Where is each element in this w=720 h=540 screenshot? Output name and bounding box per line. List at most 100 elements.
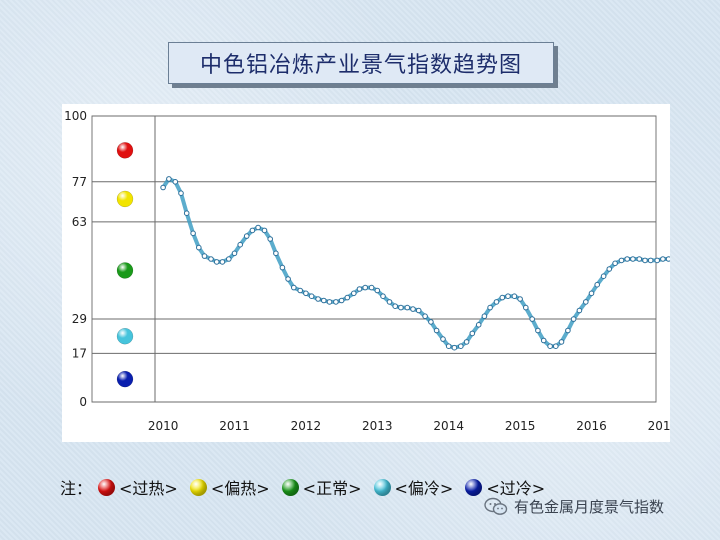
data-point bbox=[333, 299, 339, 305]
legend-ball-icon bbox=[281, 478, 299, 496]
data-point bbox=[433, 327, 440, 334]
data-point bbox=[356, 286, 363, 292]
data-point bbox=[326, 299, 333, 305]
data-point bbox=[297, 287, 303, 294]
plot-area bbox=[91, 115, 657, 403]
zone-ball-4 bbox=[116, 327, 134, 345]
legend-item-overheat: <过热> bbox=[98, 475, 178, 499]
data-point bbox=[255, 224, 261, 231]
data-point bbox=[475, 322, 482, 328]
y-tick-label: 0 bbox=[79, 395, 87, 409]
data-point bbox=[291, 284, 297, 291]
wechat-icon bbox=[484, 497, 508, 515]
data-point bbox=[505, 293, 511, 299]
legend-label: <偏热> bbox=[210, 479, 270, 498]
data-point bbox=[594, 281, 601, 288]
x-tick-label: 2017 bbox=[648, 419, 670, 433]
legend-item-cool: <偏冷> bbox=[373, 475, 453, 499]
data-point bbox=[481, 313, 488, 319]
legend-item-normal: <正常> bbox=[281, 475, 362, 499]
data-point bbox=[344, 294, 351, 301]
data-point bbox=[321, 297, 327, 304]
data-point bbox=[213, 259, 220, 265]
data-point bbox=[267, 236, 273, 242]
data-point bbox=[540, 337, 547, 344]
data-point bbox=[642, 257, 648, 264]
data-point bbox=[463, 339, 470, 345]
legend-ball-icon bbox=[98, 478, 116, 496]
data-point bbox=[183, 210, 190, 216]
data-point bbox=[273, 250, 279, 257]
data-point bbox=[279, 264, 286, 271]
data-point bbox=[368, 284, 375, 291]
legend-prefix: 注： bbox=[60, 479, 93, 498]
x-tick-label: 2012 bbox=[291, 419, 322, 433]
x-tick-label: 2014 bbox=[433, 419, 464, 433]
chart-panel: 0 17 29 63 77 100 2010 2011 2012 2013 2014 2015 2016… bbox=[62, 104, 720, 442]
legend-item-warm: <偏热> bbox=[189, 475, 270, 499]
data-point bbox=[226, 256, 232, 262]
data-point bbox=[386, 299, 393, 305]
data-point bbox=[166, 176, 172, 182]
chart-title: 中色铝冶炼产业景气指数趋势图 bbox=[168, 42, 554, 84]
data-point bbox=[190, 230, 196, 237]
data-point bbox=[422, 313, 428, 319]
watermark: 有色金属月度景气指数 bbox=[484, 496, 664, 517]
y-tick-label: 77 bbox=[72, 175, 87, 189]
data-point bbox=[428, 319, 434, 325]
data-point bbox=[445, 343, 452, 349]
chart-svg: 0 17 29 63 77 100 2010 2011 2012 2013 2014 2015 2016… bbox=[64, 109, 720, 433]
legend-item-overcool: <过冷> bbox=[465, 475, 545, 499]
data-point bbox=[415, 307, 422, 314]
data-point bbox=[243, 233, 250, 239]
data-point bbox=[451, 344, 458, 351]
data-point bbox=[535, 327, 541, 334]
data-point bbox=[392, 303, 399, 309]
data-point bbox=[237, 241, 243, 248]
data-point bbox=[398, 304, 404, 311]
data-point bbox=[660, 256, 666, 262]
data-point bbox=[523, 304, 529, 311]
legend-label: <过冷> bbox=[486, 479, 546, 498]
y-tick-label: 100 bbox=[64, 109, 87, 123]
data-point bbox=[160, 184, 166, 191]
zone-ball-3 bbox=[116, 262, 134, 279]
y-tick-label: 29 bbox=[72, 312, 87, 326]
data-point bbox=[636, 256, 643, 262]
data-point bbox=[249, 227, 256, 234]
data-point bbox=[196, 244, 202, 251]
data-point bbox=[338, 297, 345, 304]
x-tick-label: 2015 bbox=[505, 419, 536, 433]
data-point bbox=[654, 257, 661, 264]
data-point bbox=[570, 316, 577, 322]
data-point bbox=[308, 293, 315, 299]
data-point bbox=[553, 343, 559, 349]
legend-ball-icon bbox=[189, 478, 207, 496]
watermark-text: 有色金属月度景气指数 bbox=[514, 498, 665, 516]
data-point bbox=[618, 257, 625, 264]
x-tick-label: 2010 bbox=[148, 419, 179, 433]
data-point bbox=[576, 307, 583, 314]
data-point bbox=[261, 227, 268, 234]
data-point bbox=[440, 336, 446, 342]
data-point bbox=[285, 276, 291, 282]
data-point bbox=[201, 253, 208, 259]
data-point bbox=[231, 250, 238, 257]
zone-ball-5 bbox=[116, 370, 134, 388]
series-line bbox=[161, 176, 717, 350]
data-point bbox=[647, 257, 654, 264]
data-point bbox=[588, 290, 595, 297]
data-point bbox=[547, 343, 553, 349]
data-point bbox=[410, 306, 416, 312]
data-point bbox=[380, 293, 386, 299]
legend-label: <正常> bbox=[302, 479, 362, 498]
legend-ball-icon bbox=[465, 478, 483, 496]
data-point bbox=[600, 273, 607, 279]
data-point bbox=[172, 179, 179, 185]
legend-label: <过热> bbox=[119, 479, 178, 498]
x-tick-label: 2016 bbox=[576, 419, 607, 433]
data-point bbox=[315, 296, 321, 302]
data-point bbox=[558, 339, 565, 345]
data-point bbox=[493, 299, 500, 305]
y-tick-label: 17 bbox=[72, 346, 87, 360]
